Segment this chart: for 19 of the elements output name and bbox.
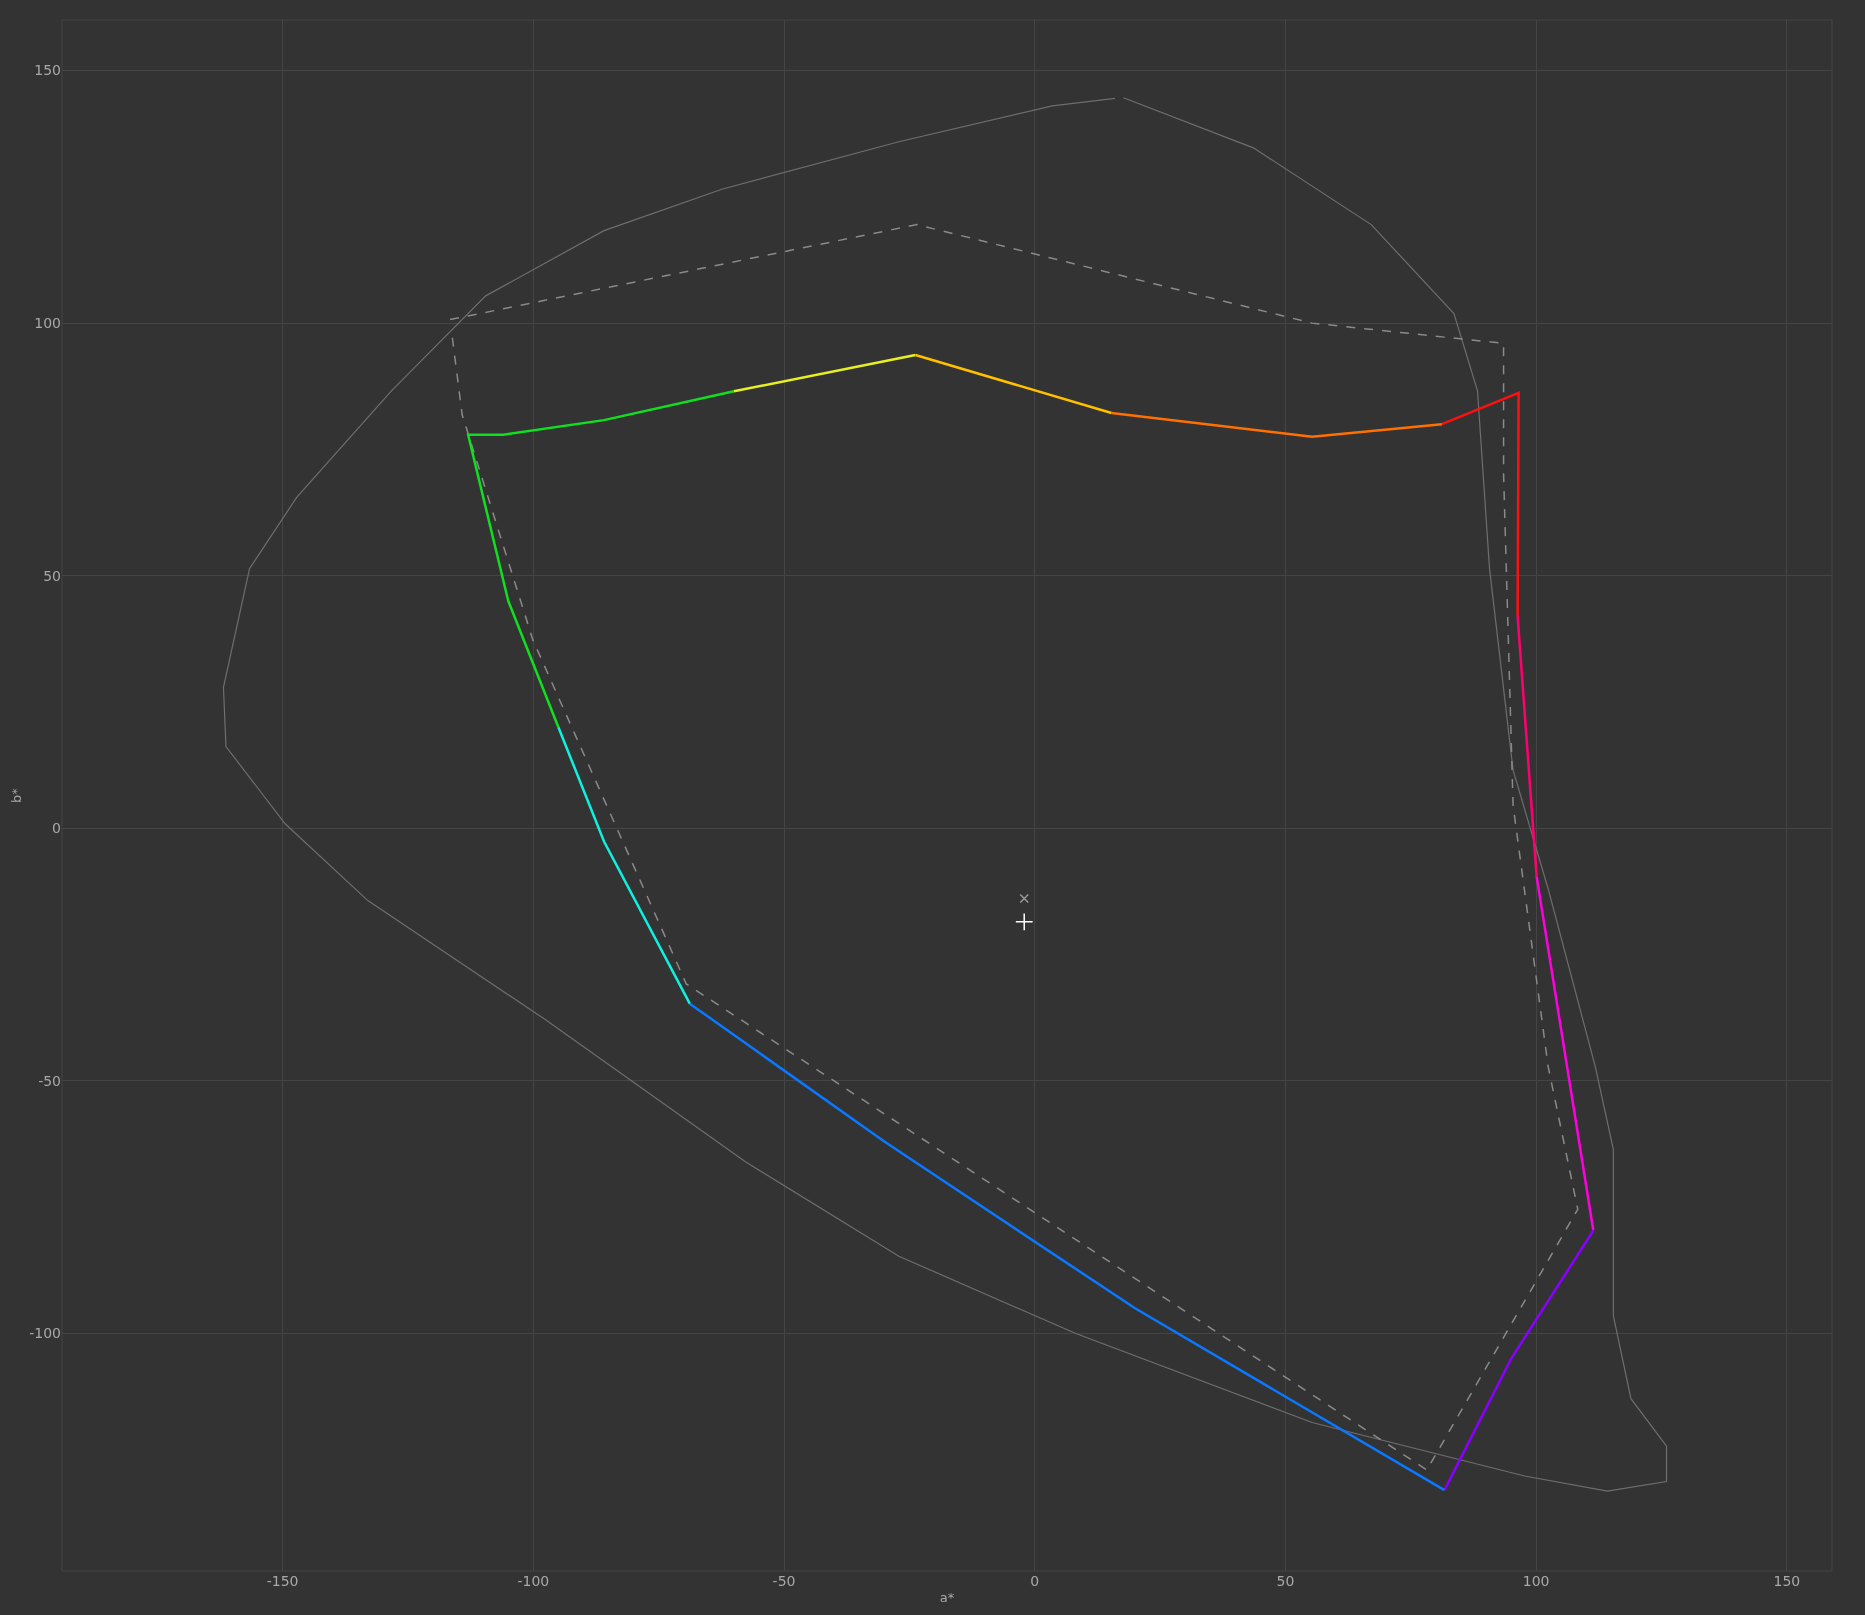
y-axis-title: b* [9,787,25,803]
x-tick-label: 0 [1030,1573,1040,1589]
line-series [688,1002,1446,1492]
y-tick-label: 150 [34,62,61,79]
y-tick-label: -50 [38,1072,61,1089]
x-tick-label: -150 [266,1573,299,1589]
x-tick-label: -100 [517,1573,550,1589]
x-tick-label: 150 [1773,1573,1801,1589]
x-tick-label: -50 [772,1573,796,1589]
x-tick-label: 100 [1522,1573,1550,1589]
y-tick-label: -100 [29,1325,61,1342]
x-axis-title: a* [939,1589,955,1605]
line-series [466,390,736,729]
line-series [449,223,1579,1471]
y-tick-label: 50 [43,567,61,584]
line-series [222,97,1668,1492]
y-tick-label: 0 [52,820,61,837]
y-tick-label: 100 [34,315,61,332]
x-tick-label: 50 [1276,1573,1295,1589]
